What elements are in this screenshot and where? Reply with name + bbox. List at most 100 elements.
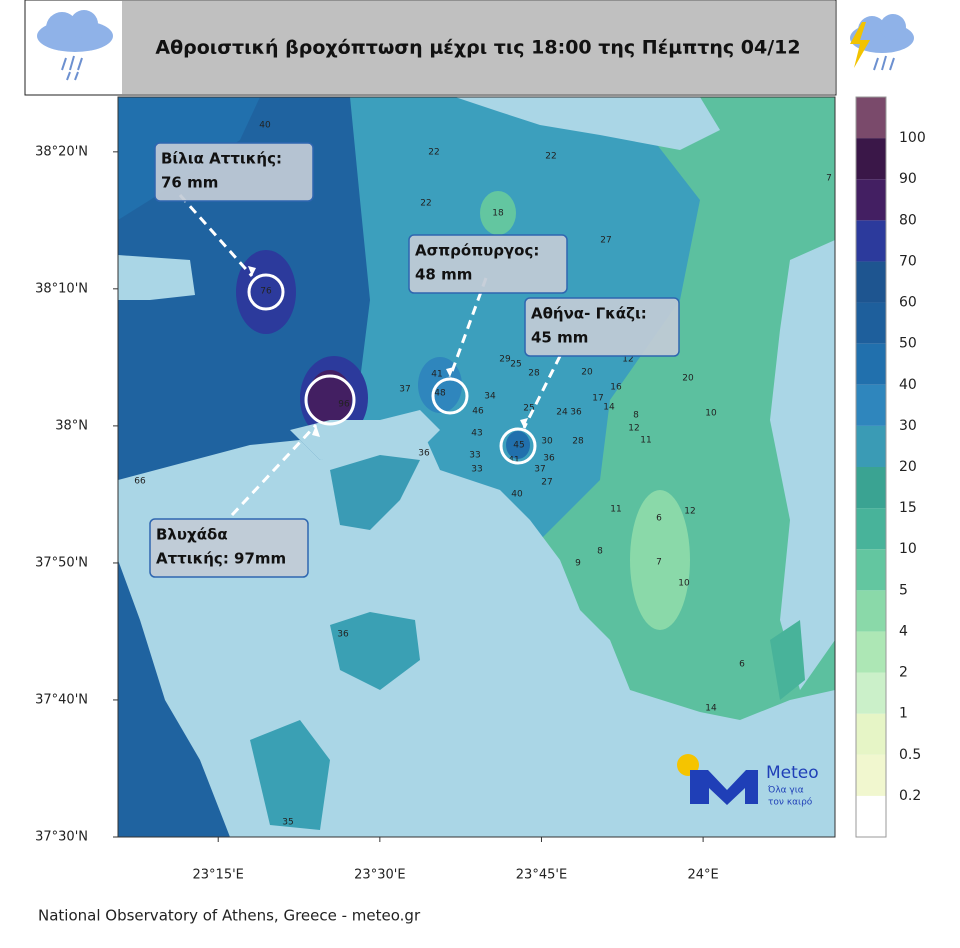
callout-arrowhead — [312, 425, 320, 437]
callout-box — [524, 297, 680, 357]
station-value: 9 — [575, 559, 581, 569]
y-tick-label: 37°50'N — [35, 555, 88, 570]
colorbar-swatch — [856, 795, 886, 837]
colorbar-label: 15 — [899, 500, 917, 516]
station-value: 7 — [656, 558, 662, 568]
station-value: 41 — [508, 456, 519, 466]
station-value: 40 — [511, 490, 523, 500]
station-value: 36 — [418, 449, 430, 459]
station-value: 25 — [523, 404, 534, 414]
callout-arrow — [522, 355, 562, 429]
callout-text: 45 mm — [531, 329, 588, 347]
station-value: 27 — [600, 236, 611, 246]
callout-arrow — [178, 194, 254, 277]
station-value: 41 — [431, 370, 442, 380]
colorbar-swatch — [856, 261, 886, 303]
station-value: 40 — [259, 121, 271, 131]
station-value: 28 — [572, 437, 584, 447]
colorbar-swatch — [856, 220, 886, 262]
colorbar-swatch — [856, 754, 886, 796]
callout-arrowhead — [520, 418, 528, 428]
station-value: 30 — [541, 437, 553, 447]
colorbar-swatch — [856, 425, 886, 467]
station-value: 46 — [472, 407, 484, 417]
logo-tagline: τον καιρό — [768, 797, 813, 808]
x-tick-label: 24°E — [687, 868, 718, 883]
station-value: 16 — [610, 383, 622, 393]
colorbar-label: 50 — [899, 336, 917, 352]
x-tick-label: 23°30'E — [354, 868, 405, 883]
callout-circle — [431, 377, 469, 415]
callout-circle — [247, 273, 285, 311]
callout-box — [408, 234, 568, 294]
colorbar-swatch — [856, 590, 886, 632]
station-value: 33 — [471, 465, 482, 475]
station-value: 12 — [684, 507, 695, 517]
colorbar-label: 40 — [899, 377, 917, 393]
colorbar-label: 2 — [899, 665, 908, 681]
station-value: 11 — [610, 505, 621, 515]
colorbar-frame — [855, 96, 887, 838]
colorbar-swatch — [856, 467, 886, 509]
colorbar-label: 4 — [899, 623, 908, 639]
y-tick-label: 37°30'N — [35, 830, 88, 845]
station-value: 22 — [428, 148, 439, 158]
callout-text: Ασπρόπυργος: — [415, 242, 539, 260]
station-value: 37 — [534, 465, 545, 475]
y-tick-label: 38°N — [55, 418, 88, 433]
colorbar-swatch — [856, 549, 886, 591]
station-value: 8 — [633, 411, 639, 421]
colorbar-swatch — [856, 672, 886, 714]
station-value: 37 — [399, 385, 410, 395]
station-value: 33 — [469, 451, 480, 461]
station-value: 22 — [545, 152, 556, 162]
colorbar-swatch — [856, 713, 886, 755]
callout-circle — [304, 374, 356, 426]
station-value: 6 — [656, 514, 662, 524]
colorbar-label: 60 — [899, 295, 917, 311]
callout-arrowhead — [446, 367, 454, 377]
station-value: 43 — [471, 429, 482, 439]
station-value: 36 — [570, 408, 582, 418]
colorbar-label: 30 — [899, 418, 917, 434]
station-value: 20 — [581, 368, 593, 378]
colorbar-swatch — [856, 179, 886, 221]
colorbar-label: 5 — [899, 582, 908, 598]
callout-box — [149, 518, 309, 578]
station-value: 7 — [826, 174, 832, 184]
callout-text: Βίλια Αττικής: — [161, 150, 282, 168]
station-value: 12 — [628, 424, 639, 434]
callout-text: Βλυχάδα — [156, 526, 228, 544]
colorbar-label: 80 — [899, 212, 917, 228]
station-value: 14 — [705, 704, 717, 714]
colorbar-label: 100 — [899, 130, 926, 146]
station-value: 96 — [338, 400, 350, 410]
map-frame — [117, 96, 836, 838]
x-tick-label: 23°45'E — [516, 868, 567, 883]
storm-icon — [850, 14, 914, 71]
footer: National Observatory of Athens, Greece -… — [38, 907, 421, 925]
colorbar-swatch — [856, 343, 886, 385]
y-tick-label: 38°10'N — [35, 281, 88, 296]
station-value: 12 — [622, 355, 633, 365]
station-value: 14 — [603, 403, 615, 413]
station-value: 45 — [513, 441, 524, 451]
colorbar-swatch — [856, 97, 886, 139]
colorbar-swatch — [856, 138, 886, 180]
station-value: 8 — [597, 547, 603, 557]
colorbar-swatch — [856, 508, 886, 550]
station-value: 28 — [528, 369, 540, 379]
colorbar-label: 1 — [899, 706, 908, 722]
callout-text: Αττικής: 97mm — [156, 550, 286, 568]
callout-arrow — [230, 423, 318, 517]
station-value: 35 — [282, 818, 293, 828]
station-value: 11 — [640, 436, 651, 446]
colorbar-swatch — [856, 302, 886, 344]
rain-icon — [37, 10, 113, 81]
callout-circle — [499, 427, 537, 465]
title: Αθροιστική βροχόπτωση μέχρι τις 18:00 τη… — [155, 37, 800, 59]
callout-text: Αθήνα- Γκάζι: — [531, 305, 647, 323]
